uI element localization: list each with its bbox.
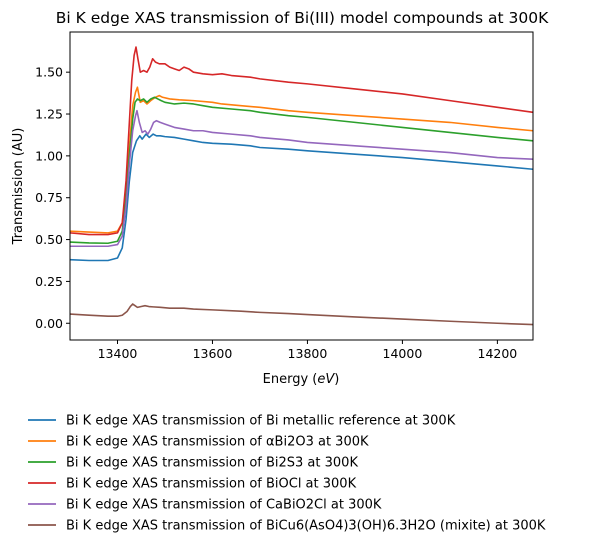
plot-area — [69, 31, 534, 341]
legend-label-5: Bi K edge XAS transmission of CaBiO2Cl a… — [66, 498, 382, 513]
x-tick-label: 14000 — [383, 346, 423, 361]
y-axis-label: Transmission (AU) — [11, 128, 26, 246]
y-tick-label: 1.00 — [35, 148, 63, 163]
legend-label-4: Bi K edge XAS transmission of BiOCl at 3… — [66, 477, 357, 492]
series-line-6 — [69, 303, 534, 326]
x-tick-label: 13800 — [288, 346, 328, 361]
series-line-1 — [69, 133, 534, 262]
series-line-4 — [69, 46, 534, 236]
legend-label-3: Bi K edge XAS transmission of Bi2S3 at 3… — [66, 456, 358, 471]
plot-frame — [69, 31, 534, 341]
series-lines — [69, 46, 534, 326]
y-axis: 0.00 0.25 0.50 0.75 1.00 1.25 1.50 — [35, 65, 70, 331]
x-axis-label-unit: eV — [317, 372, 335, 387]
legend-label-2: Bi K edge XAS transmission of αBi2O3 at … — [66, 435, 369, 450]
legend: Bi K edge XAS transmission of Bi metalli… — [28, 414, 546, 534]
x-tick-label: 14200 — [478, 346, 518, 361]
legend-label-1: Bi K edge XAS transmission of Bi metalli… — [66, 414, 456, 429]
y-tick-label: 0.00 — [35, 316, 63, 331]
y-tick-label: 0.25 — [35, 274, 63, 289]
y-tick-label: 0.50 — [35, 232, 63, 247]
y-tick-label: 1.50 — [35, 65, 63, 80]
x-tick-label: 13600 — [193, 346, 233, 361]
x-axis: 13400 13600 13800 14000 14200 — [98, 340, 518, 361]
y-tick-label: 1.25 — [35, 107, 63, 122]
x-axis-label-prefix: Energy ( — [263, 372, 318, 387]
series-line-2 — [69, 86, 534, 234]
x-tick-label: 13400 — [98, 346, 138, 361]
series-line-5 — [70, 109, 534, 248]
x-axis-label-suffix: ) — [334, 372, 339, 387]
legend-label-6: Bi K edge XAS transmission of BiCu6(AsO4… — [66, 519, 546, 534]
x-axis-label: Energy (eV) — [263, 372, 340, 387]
y-tick-label: 0.75 — [35, 190, 63, 205]
chart-title: Bi K edge XAS transmission of Bi(III) mo… — [56, 9, 549, 27]
